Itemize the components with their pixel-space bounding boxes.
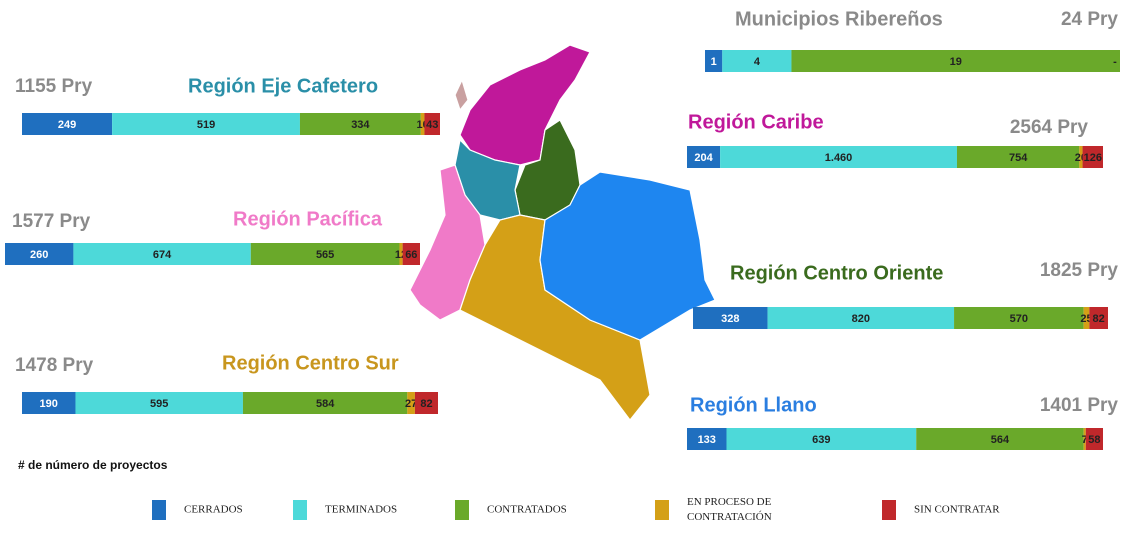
bar-segment [299,113,421,135]
region-name: Región Caribe [688,111,824,133]
segment-label: 133 [698,434,716,446]
bar-segment [1082,146,1103,168]
segment-label: 82 [1093,313,1105,325]
region-name: Región Eje Cafetero [188,75,378,97]
segment-label: 584 [316,398,335,410]
segment-label: 754 [1009,152,1028,164]
bar-segment [112,113,300,135]
segment-label: 564 [991,434,1010,446]
bar-segment [75,392,243,414]
region-total: 1478 Pry [15,355,94,376]
legend-swatch [293,500,307,520]
region-name: Región Centro Oriente [730,262,943,284]
segment-label: 1 [711,56,717,68]
bar-segment [414,392,438,414]
legend-label: CERRADOS [184,504,243,516]
segment-label: 570 [1010,313,1028,325]
bar-segment [22,392,76,414]
bar-segment [250,243,400,265]
map-region [539,171,716,341]
segment-label: 82 [420,398,432,410]
map-region [454,78,469,112]
segment-label: 19 [950,56,962,68]
bar-segment [1089,307,1108,329]
segment-label: 43 [426,119,438,131]
region-total: 1401 Pry [1040,395,1119,416]
legend-label: EN PROCESO DE [687,496,772,508]
region-total: 2564 Pry [1010,117,1089,138]
bar-segment [705,50,723,72]
segment-label: 328 [721,313,739,325]
bar-segment [791,50,1120,72]
segment-label: 1.460 [825,152,853,164]
bar-segment [687,428,727,450]
legend-swatch [655,500,669,520]
segment-label: 334 [351,119,370,131]
bar-segment [1085,428,1103,450]
bar-segment [420,113,425,135]
segment-label: 190 [40,398,58,410]
segment-label: 595 [150,398,168,410]
segment-label: 565 [316,249,334,261]
bar-segment [720,146,957,168]
segment-label: 66 [405,249,417,261]
bar-segment [916,428,1084,450]
bar-segment [399,243,403,265]
segment-label: 27 [405,398,417,410]
bar-segment [726,428,917,450]
bar-segment [1083,428,1086,450]
bar-segment [73,243,251,265]
region-total: 1577 Pry [12,211,91,232]
bar-segment [1079,146,1083,168]
bar-segment [407,392,415,414]
legend-label: CONTRATADOS [487,504,567,516]
legend-label: CONTRATACIÓN [687,511,772,523]
legend-swatch [882,500,896,520]
bar-segment [242,392,408,414]
segment-label: 260 [30,249,48,261]
segment-label: 519 [197,119,215,131]
legend-label: SIN CONTRATAR [914,504,1000,516]
segment-label: 204 [694,152,713,164]
bar-segment [5,243,74,265]
segment-label: 820 [852,313,870,325]
note: # de número de proyectos [18,458,168,472]
bar-segment [22,113,113,135]
legend-swatch [152,500,166,520]
region-name: Región Llano [690,394,817,416]
region-name: Región Pacífica [233,208,383,230]
region-total: 24 Pry [1061,9,1118,30]
bar-segment [687,146,721,168]
legend-label: TERMINADOS [325,504,397,516]
region-total: 1825 Pry [1040,260,1119,281]
region-name: Municipios Ribereños [735,8,943,30]
segment-label: - [1113,56,1117,68]
segment-label: 126 [1084,152,1102,164]
bar-segment [956,146,1080,168]
segment-label: 4 [754,56,761,68]
bar-segment [1083,307,1090,329]
map-region [459,214,651,421]
bar-segment [402,243,420,265]
region-total: 1155 Pry [15,76,93,97]
segment-label: 58 [1088,434,1100,446]
bar-segment [693,307,768,329]
bar-segment [722,50,792,72]
segment-label: 7 [1082,434,1088,446]
bar-segment [767,307,955,329]
map [409,44,716,421]
legend-swatch [455,500,469,520]
segment-label: 249 [58,119,76,131]
segment-label: 639 [812,434,830,446]
bar-segment [424,113,440,135]
segment-label: 674 [153,249,172,261]
region-name: Región Centro Sur [222,352,399,374]
bar-segment [954,307,1084,329]
